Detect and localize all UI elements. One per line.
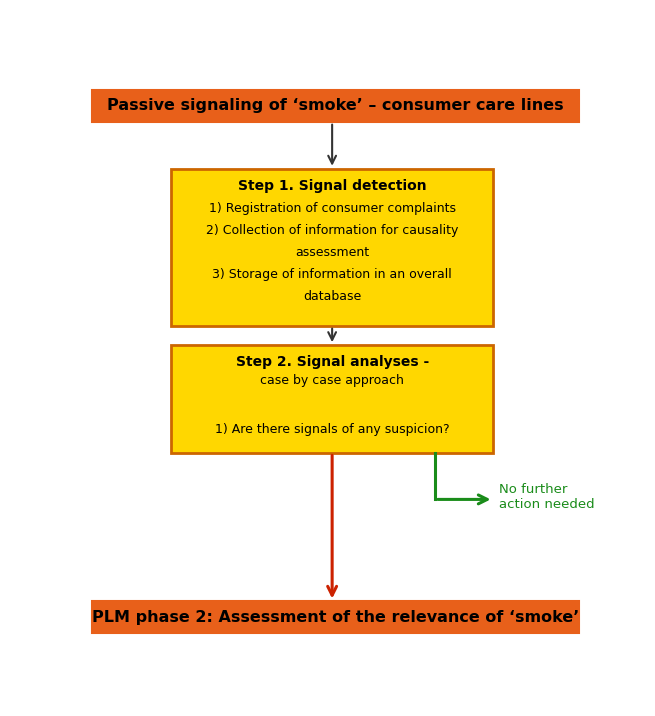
Text: 2) Collection of information for causality: 2) Collection of information for causali… — [206, 224, 458, 237]
FancyBboxPatch shape — [171, 169, 493, 326]
Text: PLM phase 2: Assessment of the relevance of ‘smoke’: PLM phase 2: Assessment of the relevance… — [92, 610, 579, 625]
Text: case by case approach: case by case approach — [260, 374, 404, 387]
Text: database: database — [303, 290, 362, 303]
Text: 1) Are there signals of any suspicion?: 1) Are there signals of any suspicion? — [215, 423, 449, 436]
Text: No further
action needed: No further action needed — [500, 483, 595, 511]
Text: Passive signaling of ‘smoke’ – consumer care lines: Passive signaling of ‘smoke’ – consumer … — [107, 98, 564, 113]
Text: 1) Registration of consumer complaints: 1) Registration of consumer complaints — [209, 202, 456, 215]
Text: Step 1. Signal detection: Step 1. Signal detection — [238, 179, 426, 193]
Text: assessment: assessment — [295, 246, 369, 259]
FancyBboxPatch shape — [171, 345, 493, 453]
FancyBboxPatch shape — [92, 90, 579, 122]
Text: Step 2. Signal analyses -: Step 2. Signal analyses - — [236, 354, 429, 369]
Text: 3) Storage of information in an overall: 3) Storage of information in an overall — [212, 268, 452, 281]
FancyBboxPatch shape — [92, 601, 579, 634]
